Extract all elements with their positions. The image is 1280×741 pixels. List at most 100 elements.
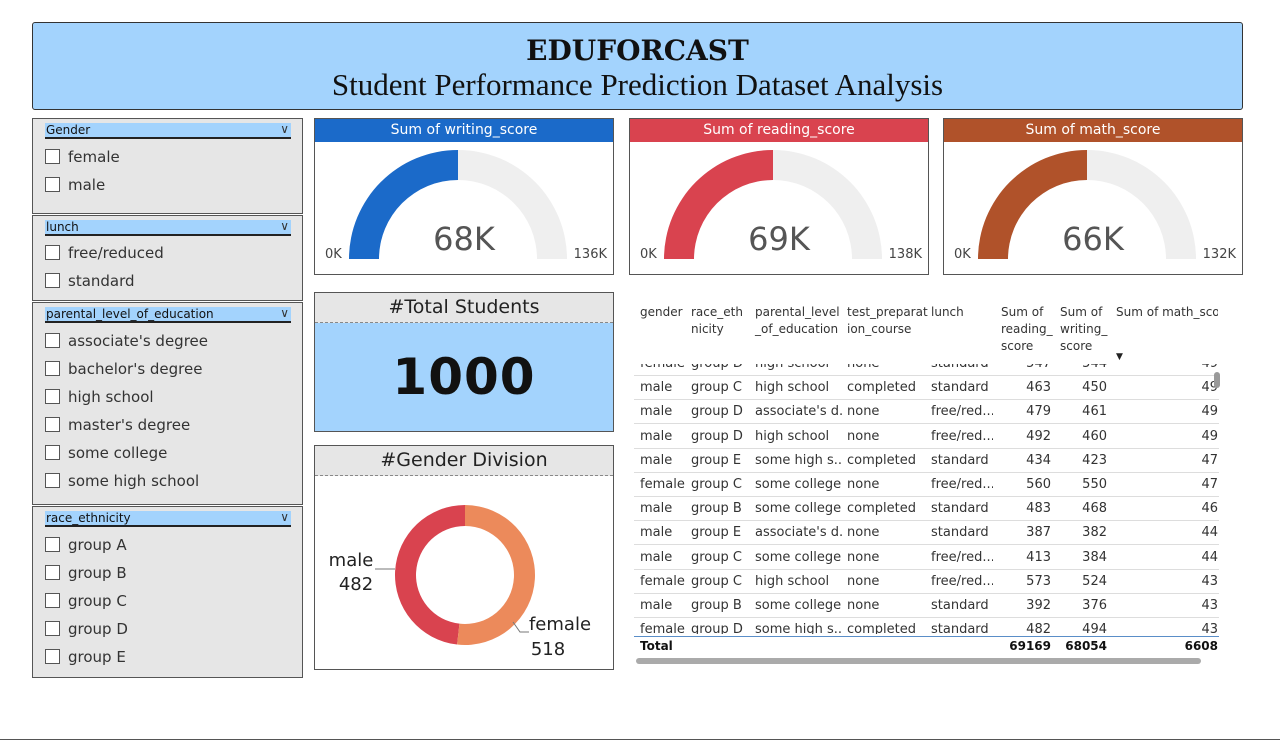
slicer-option[interactable]: male xyxy=(45,175,105,197)
cell-reading: 463 xyxy=(1026,380,1051,396)
table-row[interactable]: male group B some college none standard 392 37… xyxy=(634,594,1219,618)
horizontal-scrollbar[interactable] xyxy=(636,658,1201,664)
table-row[interactable]: male group B some college completed standard… xyxy=(634,497,1219,522)
cell-test-prep: none xyxy=(847,573,880,589)
gauge-card-writing[interactable]: Sum of writing_score 0K 68K 136K xyxy=(314,118,614,275)
checkbox[interactable] xyxy=(45,245,60,260)
gender-division-card[interactable]: #Gender Division male 482 female 518 xyxy=(314,445,614,670)
checkbox[interactable] xyxy=(45,593,60,608)
slicer-option[interactable]: high school xyxy=(45,387,154,409)
cell-writing: 550 xyxy=(1082,477,1107,492)
chevron-down-icon[interactable]: ∨ xyxy=(280,219,289,233)
cell-race: group C xyxy=(691,477,742,492)
slicer-option[interactable]: free/reduced xyxy=(45,243,164,265)
slicer-header[interactable]: lunch ∨ xyxy=(45,219,291,236)
slicer-option[interactable]: group D xyxy=(45,619,128,641)
slicer-option[interactable]: female xyxy=(45,147,120,169)
option-label: group D xyxy=(68,620,128,638)
table-row[interactable]: male group E associate's d... none standard 3… xyxy=(634,521,1219,546)
slicer-header[interactable]: Gender ∨ xyxy=(45,122,291,139)
table-row[interactable]: male group D associate's d... none free/red.… xyxy=(634,400,1219,425)
checkbox[interactable] xyxy=(45,389,60,404)
table-row[interactable]: female group C some college none free/red...… xyxy=(634,473,1219,497)
checkbox[interactable] xyxy=(45,473,60,488)
slicer-option[interactable]: group C xyxy=(45,591,127,613)
slicer-header[interactable]: parental_level_of_education ∨ xyxy=(45,306,291,323)
option-label: female xyxy=(68,148,120,166)
column-header[interactable]: lunch xyxy=(931,305,964,319)
cell-lunch: standard xyxy=(931,452,989,468)
sort-desc-icon[interactable]: ▼ xyxy=(1116,352,1123,362)
table-row[interactable]: male group C some college none free/red... 41… xyxy=(634,546,1219,570)
cell-reading: 482 xyxy=(1026,622,1051,634)
column-header[interactable]: race_eth nicity xyxy=(691,305,743,336)
checkbox[interactable] xyxy=(45,621,60,636)
checkbox[interactable] xyxy=(45,177,60,192)
gauge-chart xyxy=(978,150,1196,259)
total-students-card[interactable]: #Total Students 1000 xyxy=(314,292,614,432)
column-header[interactable]: Sum of writing_ score xyxy=(1060,305,1108,353)
cell-lunch: free/red... xyxy=(931,549,993,565)
chevron-down-icon[interactable]: ∨ xyxy=(280,510,289,524)
table-row[interactable]: female group C high school none free/red... 5… xyxy=(634,570,1219,594)
column-header[interactable]: gender xyxy=(640,305,683,319)
slicer-option[interactable]: group B xyxy=(45,563,127,585)
slicer-option[interactable]: standard xyxy=(45,271,135,293)
cell-lunch: standard xyxy=(931,501,989,517)
checkbox[interactable] xyxy=(45,445,60,460)
option-label: group A xyxy=(68,536,127,554)
checkbox[interactable] xyxy=(45,149,60,164)
checkbox[interactable] xyxy=(45,565,60,580)
slicer-option[interactable]: master's degree xyxy=(45,415,190,437)
table-row[interactable]: male group D high school none free/red... 492… xyxy=(634,425,1219,449)
donut-slice-male xyxy=(395,505,465,645)
checkbox[interactable] xyxy=(45,649,60,664)
cell-race: group D xyxy=(691,404,743,420)
chevron-down-icon[interactable]: ∨ xyxy=(280,122,289,136)
slicer-option[interactable]: some college xyxy=(45,443,167,465)
gauge-max-label: 138K xyxy=(888,247,922,262)
vertical-scrollbar[interactable] xyxy=(1214,372,1220,388)
slicer-header[interactable]: race_ethnicity ∨ xyxy=(45,510,291,527)
cell-race: group B xyxy=(691,598,742,613)
cell-gender: female xyxy=(640,573,685,589)
cell-reading: 387 xyxy=(1026,525,1051,541)
slicer-option[interactable]: group E xyxy=(45,647,126,669)
slicer-option[interactable]: associate's degree xyxy=(45,331,208,353)
cell-test-prep: none xyxy=(847,477,880,492)
gauge-fill xyxy=(664,150,773,259)
cell-lunch: standard xyxy=(931,622,989,634)
checkbox[interactable] xyxy=(45,417,60,432)
checkbox[interactable] xyxy=(45,537,60,552)
option-label: male xyxy=(68,176,106,194)
cell-education: high school xyxy=(755,364,843,375)
cell-reading: 492 xyxy=(1026,428,1051,444)
slicer-option[interactable]: bachelor's degree xyxy=(45,359,202,381)
table-row[interactable]: male group C high school completed standard 4… xyxy=(634,376,1219,401)
column-header[interactable]: test_preparat ion_course xyxy=(847,305,928,336)
table-row[interactable]: male group E some high s... completed standa… xyxy=(634,449,1219,473)
cell-math: 43 xyxy=(1201,622,1218,634)
cell-writing: 384 xyxy=(1082,549,1107,565)
total-writing: 68054 xyxy=(1065,639,1107,653)
cell-writing: 376 xyxy=(1082,598,1107,613)
checkbox[interactable] xyxy=(45,273,60,288)
student-table[interactable]: gender race_eth nicity parental_level _o… xyxy=(634,300,1224,670)
cell-lunch: standard xyxy=(931,364,993,375)
chevron-down-icon[interactable]: ∨ xyxy=(280,306,289,320)
slicer-option[interactable]: some high school xyxy=(45,471,199,493)
gauge-title: Sum of writing_score xyxy=(315,119,613,142)
table-row[interactable]: female group D some high s... completed stan… xyxy=(634,618,1219,634)
cell-reading: 392 xyxy=(1026,598,1051,613)
column-header[interactable]: Sum of math_scor xyxy=(1116,305,1218,319)
gauge-card-math[interactable]: Sum of math_score 0K 66K 132K xyxy=(943,118,1243,275)
column-header[interactable]: parental_level _of_education xyxy=(755,305,840,336)
gauge-card-reading[interactable]: Sum of reading_score 0K 69K 138K xyxy=(629,118,929,275)
checkbox[interactable] xyxy=(45,333,60,348)
cell-education: some high s... xyxy=(755,452,843,468)
checkbox[interactable] xyxy=(45,361,60,376)
slicer-option[interactable]: group A xyxy=(45,535,127,557)
column-header[interactable]: Sum of reading_ score xyxy=(1001,305,1053,353)
